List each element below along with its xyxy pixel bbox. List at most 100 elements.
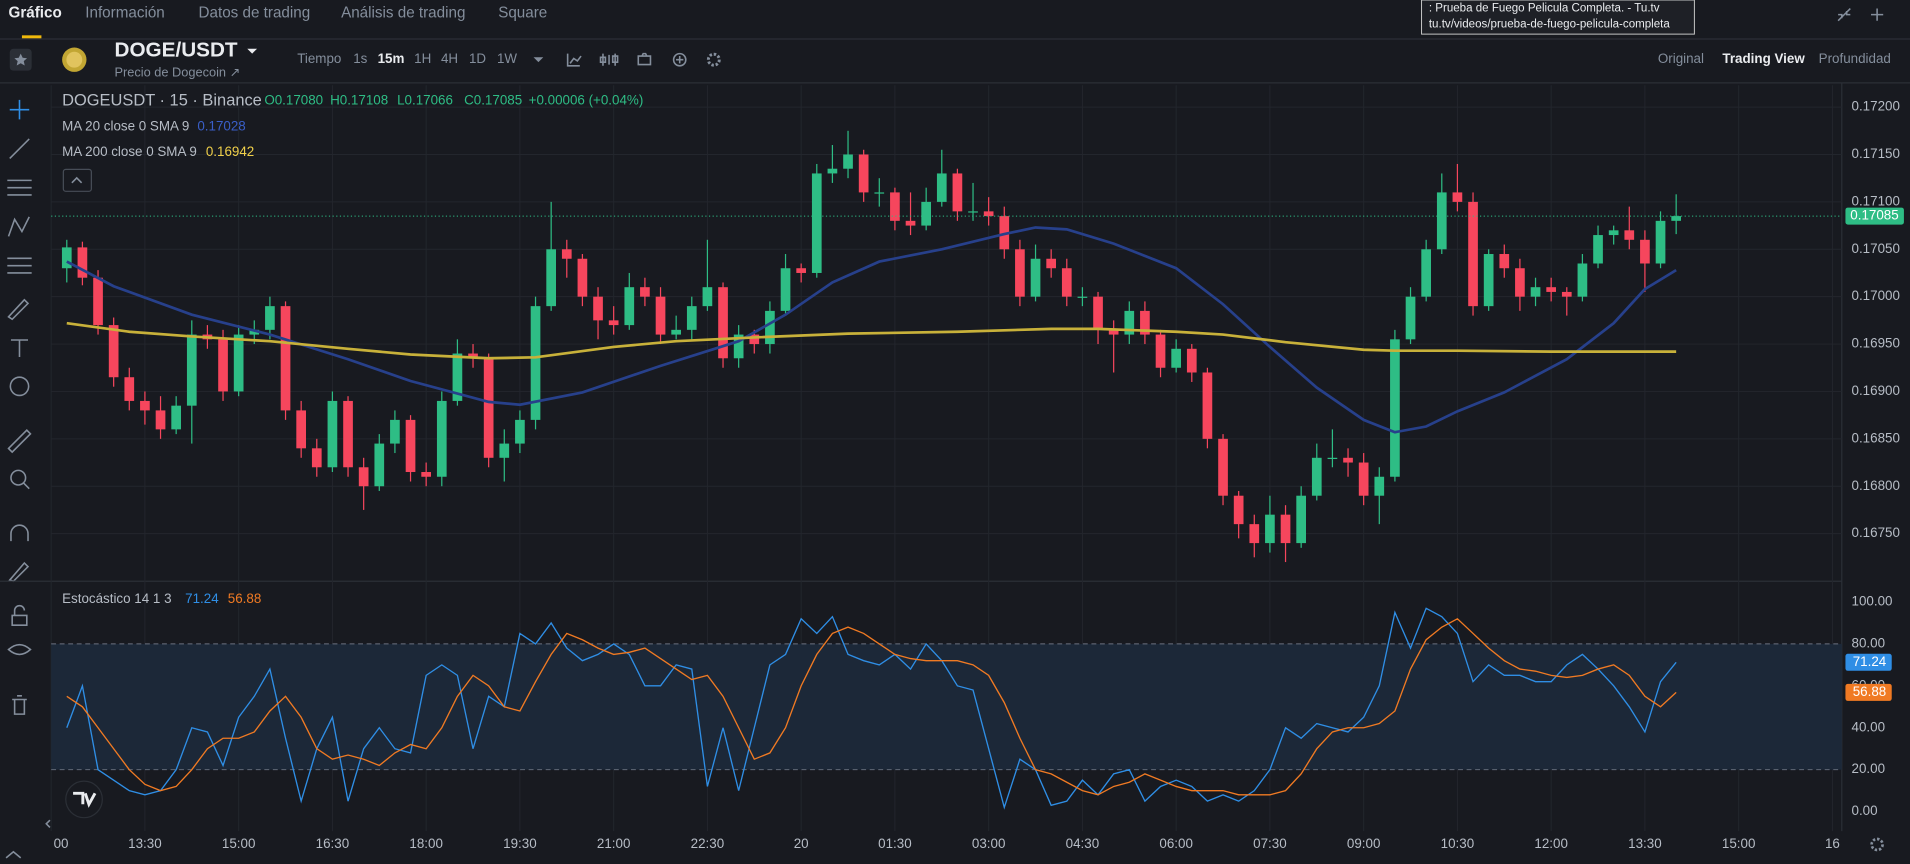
tab[interactable]: Análisis de trading (341, 4, 465, 21)
candle-body (1343, 457, 1353, 463)
candle-body (1077, 296, 1088, 298)
legend-collapse[interactable] (62, 168, 92, 192)
indicator-line (66, 617, 1677, 796)
timeframe[interactable]: 1H (414, 51, 431, 66)
expand-icon[interactable] (1871, 8, 1884, 21)
candle-body (249, 329, 260, 335)
candle-body (1593, 235, 1603, 264)
projection-tool[interactable] (7, 257, 32, 274)
candle-body (577, 258, 588, 297)
tab[interactable]: Información (85, 4, 164, 21)
candle-body (405, 419, 416, 473)
indicator-line (66, 607, 1677, 810)
star-icon (14, 53, 28, 66)
tab[interactable]: Gráfico (9, 4, 62, 21)
lock-tool[interactable] (11, 604, 28, 626)
legend-value: 0.16942 (206, 144, 254, 159)
ohlc-label: L0.17066 (397, 93, 453, 108)
candle-body (61, 247, 72, 269)
candle-body (1577, 263, 1588, 297)
symbol-dropdown[interactable] (247, 48, 258, 54)
candle-body (515, 419, 525, 444)
x-tick-label: 16 (1825, 836, 1840, 851)
delete-tool[interactable] (12, 695, 27, 715)
add-icon-cross (676, 56, 684, 64)
candle-body (1202, 372, 1213, 439)
y-tick-label: 0.17100 (1852, 193, 1900, 208)
candle-body (765, 310, 775, 345)
candle-body (374, 443, 385, 487)
candle-body (1124, 310, 1135, 335)
candle-body (686, 306, 697, 330)
zoom-tool-handle (22, 482, 30, 490)
pattern-tool[interactable] (7, 216, 30, 237)
x-tick-label: 00 (54, 836, 69, 851)
candle-body (327, 400, 338, 468)
candle-body (890, 192, 900, 221)
view-mode[interactable]: Original (1658, 51, 1704, 66)
candle-body (858, 154, 869, 193)
candle-body (1546, 287, 1557, 292)
timeframe[interactable]: 1W (497, 51, 517, 66)
candle-body (499, 443, 510, 458)
camera-icon[interactable] (637, 52, 652, 66)
candle-body (343, 400, 353, 468)
brush-tool[interactable] (7, 298, 30, 321)
y-tick-label: 0.17200 (1852, 99, 1900, 114)
candle-body (1358, 462, 1369, 496)
tab[interactable]: Datos de trading (199, 4, 311, 21)
view-mode[interactable]: Trading View (1722, 51, 1805, 66)
candle-body (1640, 239, 1650, 264)
candle-body (1030, 258, 1041, 297)
magnet-tool[interactable] (10, 524, 29, 542)
collapse-icon[interactable] (1837, 7, 1851, 22)
add-icon[interactable] (672, 52, 687, 67)
timeframe[interactable]: 15m (378, 51, 405, 66)
grid (50, 85, 1842, 832)
emoji-tool[interactable] (9, 376, 30, 397)
timeframe[interactable]: 4H (441, 51, 458, 66)
candle-body (296, 410, 307, 449)
fib-tool[interactable] (7, 179, 32, 196)
view-mode[interactable]: Profundidad (1819, 51, 1891, 66)
x-tick-label: 15:00 (1722, 836, 1756, 851)
visibility-tool[interactable] (7, 643, 32, 656)
candle-body (968, 211, 978, 213)
ohlc-label: C0.17085 (464, 93, 522, 108)
last-value-box (1845, 683, 1892, 701)
timeframe[interactable]: 1s (353, 51, 367, 66)
candle-body (1530, 287, 1541, 297)
candle-body (468, 353, 478, 359)
candle-body (77, 247, 88, 278)
tab[interactable]: Square (498, 4, 547, 21)
candle-body (436, 400, 447, 477)
candle-body (1515, 268, 1525, 297)
candle-body (702, 287, 713, 307)
candle-body (530, 306, 541, 420)
candle-body (171, 405, 182, 430)
candle-icon[interactable] (599, 53, 619, 66)
timeframe[interactable]: 1D (469, 51, 486, 66)
symbol[interactable]: DOGE/USDT (115, 39, 238, 62)
scroll-left[interactable] (45, 819, 51, 829)
settings-icon[interactable] (706, 52, 721, 67)
candle-body (1015, 249, 1025, 297)
candle-body (593, 296, 603, 321)
toolbar-toggle[interactable] (5, 850, 22, 859)
symbol-subtitle[interactable]: Precio de Dogecoin ↗ (115, 64, 241, 79)
candle-body (421, 472, 432, 477)
line-tool[interactable] (9, 138, 30, 159)
axis-settings[interactable] (1870, 837, 1884, 852)
candle-body (311, 448, 322, 468)
ruler-tool[interactable] (7, 429, 32, 454)
indicator-icon[interactable] (566, 53, 582, 67)
crosshair-tool[interactable] (9, 99, 30, 120)
zoom-tool[interactable] (10, 469, 27, 486)
more-dropdown[interactable] (533, 57, 544, 63)
tab-underline (21, 35, 42, 39)
text-tool[interactable] (10, 339, 29, 358)
candle-body (671, 329, 682, 335)
y-tick-label: 0.16850 (1852, 430, 1900, 445)
candle-body (358, 467, 369, 487)
